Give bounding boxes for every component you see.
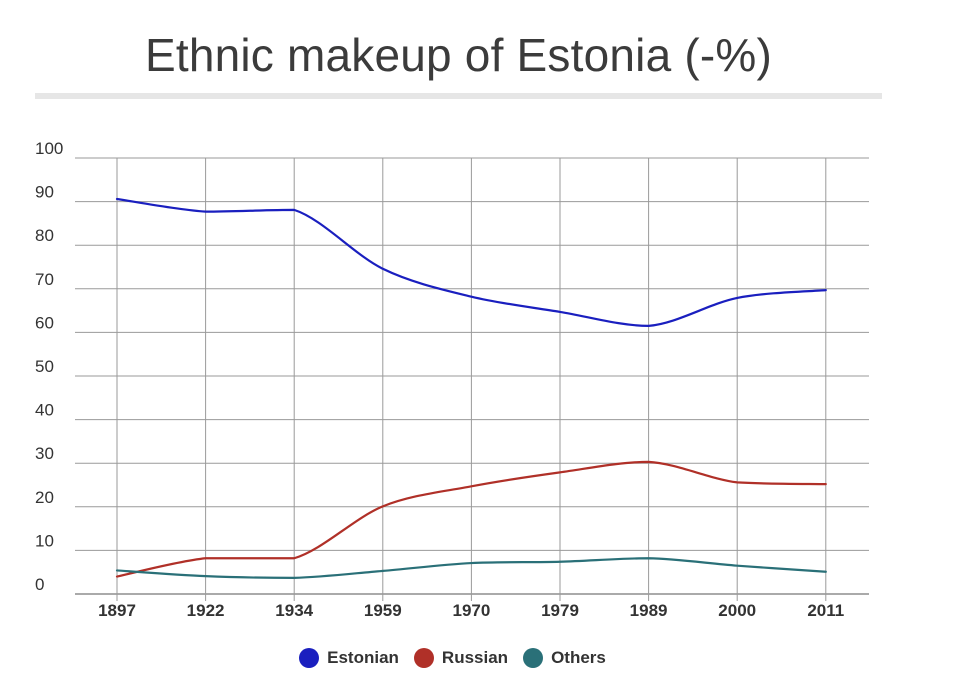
data-point-others[interactable] [554,556,566,568]
data-point-estonian[interactable] [643,320,655,332]
legend-label: Russian [441,648,509,667]
y-tick-label: 80 [35,226,54,245]
legend-label: Others [551,648,606,667]
data-point-others[interactable] [731,560,743,572]
y-tick-label: 20 [35,488,54,507]
series-line-russian [115,460,827,578]
data-point-russian[interactable] [288,552,300,564]
data-point-russian[interactable] [377,500,389,512]
x-tick-label: 2011 [807,601,844,620]
x-tick-label: 1989 [630,601,668,620]
y-tick-label: 30 [35,444,54,463]
y-tick-label: 40 [35,401,54,420]
data-point-estonian[interactable] [554,306,566,318]
data-point-others[interactable] [643,552,655,564]
data-point-russian[interactable] [200,552,212,564]
legend-item-russian[interactable]: Russian [413,648,509,668]
y-tick-label: 100 [35,139,63,158]
data-point-estonian[interactable] [465,291,477,303]
y-tick-label: 0 [35,575,44,594]
legend-label: Estonian [327,648,399,667]
x-tick-label: 1959 [364,601,402,620]
grid [75,157,869,601]
legend-swatch [299,648,320,668]
legend-item-estonian[interactable]: Estonian [299,648,399,668]
x-tick-label: 1922 [187,601,225,620]
chart-title: Ethnic makeup of Estonia (-%) [144,29,773,81]
y-tick-label: 70 [35,270,54,289]
series-line-others [115,557,827,579]
data-point-others[interactable] [820,566,832,578]
data-point-estonian[interactable] [288,204,300,216]
data-point-others[interactable] [288,572,300,584]
data-point-estonian[interactable] [820,284,832,296]
y-tick-label: 50 [35,357,54,376]
data-point-estonian[interactable] [200,206,212,218]
data-point-others[interactable] [377,565,389,577]
data-point-others[interactable] [111,564,123,576]
x-tick-label: 1979 [541,601,579,620]
data-point-estonian[interactable] [111,193,123,205]
title-underline [35,93,882,99]
legend: Estonian Russian Others [0,648,905,668]
y-tick-label: 90 [35,183,54,202]
y-axis-ticks: 0 10 20 30 40 50 60 70 80 90 100 [35,139,63,594]
x-tick-label: 1934 [275,601,313,620]
legend-item-others[interactable]: Others [523,648,606,668]
data-point-estonian[interactable] [377,263,389,275]
data-point-russian[interactable] [731,476,743,488]
data-point-estonian[interactable] [731,292,743,304]
y-tick-label: 10 [35,531,54,550]
series-line-estonian [115,197,827,327]
legend-swatch [523,648,544,668]
series-lines [111,193,832,584]
data-point-russian[interactable] [465,480,477,492]
data-point-others[interactable] [465,557,477,569]
x-axis-ticks: 1897 1922 1934 1959 1970 1979 1989 2000 2011 [98,601,844,620]
x-tick-label: 1970 [452,601,490,620]
x-tick-label: 1897 [98,601,136,620]
y-tick-label: 60 [35,313,54,332]
data-point-others[interactable] [200,570,212,582]
data-point-russian[interactable] [820,478,832,490]
legend-swatch [413,648,434,668]
data-point-russian[interactable] [554,466,566,478]
data-point-russian[interactable] [643,456,655,468]
x-tick-label: 2000 [718,601,756,620]
